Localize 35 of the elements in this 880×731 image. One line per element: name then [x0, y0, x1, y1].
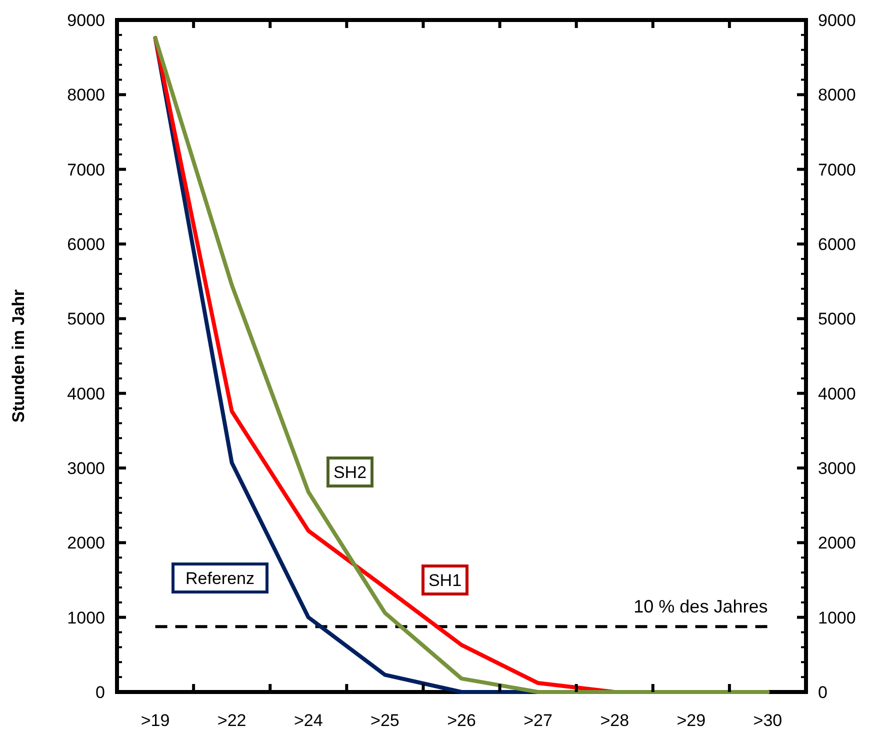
y2-tick-label: 7000 [818, 160, 856, 180]
y2-tick-label: 2000 [818, 534, 856, 553]
y2-tick-label: 9000 [818, 10, 856, 30]
y2-tick-label: 8000 [818, 86, 856, 105]
series-label: SH2 [333, 463, 367, 482]
y2-tick-label: 6000 [818, 234, 856, 254]
x-tick-label: >27 [524, 711, 552, 730]
y-tick-label: 0 [96, 682, 105, 702]
y2-tick-label: 1000 [818, 608, 856, 628]
x-tick-label: >26 [447, 711, 476, 730]
x-tick-label: >22 [217, 711, 246, 730]
ref-line-label: 10 % des Jahres [634, 596, 768, 617]
y-tick-label: 7000 [67, 160, 105, 180]
x-tick-label: >29 [676, 711, 706, 730]
series-label: Referenz [186, 569, 254, 588]
y2-tick-label: 5000 [818, 310, 856, 329]
y-tick-label: 3000 [67, 458, 105, 478]
x-tick-label: >30 [753, 711, 782, 730]
y2-tick-label: 4000 [818, 384, 856, 404]
y-tick-label: 4000 [67, 384, 105, 404]
y-tick-label: 1000 [67, 608, 105, 628]
x-tick-label: >28 [600, 711, 630, 730]
y-tick-label: 9000 [67, 10, 105, 30]
series-label: SH1 [428, 571, 462, 590]
x-tick-label: >19 [140, 711, 170, 730]
y-axis-title: Stunden im Jahr [9, 289, 28, 423]
line-series [153, 36, 770, 694]
y-tick-label: 8000 [67, 86, 105, 105]
y-tick-label: 2000 [67, 534, 105, 553]
y-tick-label: 6000 [67, 234, 105, 254]
y2-tick-label: 3000 [818, 458, 856, 478]
y2-tick-label: 0 [818, 682, 828, 702]
y-tick-label: 5000 [67, 310, 105, 329]
x-tick-label: >24 [294, 711, 323, 730]
x-tick-label: >25 [370, 711, 400, 730]
